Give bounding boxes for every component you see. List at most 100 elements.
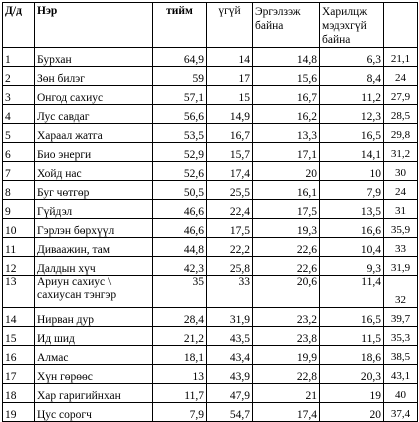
row-name: Цус сорогч xyxy=(34,402,153,422)
row-extra-value: 32 xyxy=(383,275,418,308)
row-doubt-value: 17,4 xyxy=(252,402,320,422)
table-row: 1 Бурхан 64,9 14 14,8 6,3 21,1 xyxy=(2,47,418,67)
row-doubt-value: 22,6 xyxy=(252,237,320,257)
row-dont-know-value: 10,4 xyxy=(319,237,384,257)
table-row: 13 Ариун сахиус \ сахиусан тэнгэр 35 33 20,6… xyxy=(2,275,418,308)
row-extra-value: 21,1 xyxy=(383,47,418,67)
row-dont-know-value: 16,6 xyxy=(319,218,384,238)
row-doubt-value: 22,6 xyxy=(252,256,320,276)
row-doubt-value: 16,7 xyxy=(252,85,320,105)
row-extra-value: 27,9 xyxy=(383,85,418,105)
row-no-value: 15 xyxy=(206,85,253,105)
table-row: 3 Онгод сахиус 57,1 15 16,7 11,2 27,9 xyxy=(2,85,418,105)
table-row: 10 Гэрлэн бөрхүүл 46,6 17,5 19,3 16,6 35,9 xyxy=(2,218,418,238)
row-no-value: 25,8 xyxy=(206,256,253,276)
row-yes-value: 53,5 xyxy=(152,123,207,143)
table-row: 6 Био энерги 52,9 15,7 17,1 14,1 31,2 xyxy=(2,142,418,162)
row-dont-know-value: 8,4 xyxy=(319,66,384,86)
row-number: 6 xyxy=(2,142,35,162)
row-yes-value: 7,9 xyxy=(152,402,207,422)
table-row: 16 Алмас 18,1 43,4 19,9 18,6 38,5 xyxy=(2,345,418,365)
row-name: Онгод сахиус xyxy=(34,85,153,105)
table-body: 1 Бурхан 64,9 14 14,8 6,3 21,1 2 Зөн билэг 59 17 15… xyxy=(2,47,418,422)
row-yes-value: 57,1 xyxy=(152,85,207,105)
row-yes-value: 56,6 xyxy=(152,104,207,124)
row-extra-value: 38,5 xyxy=(383,345,418,365)
row-dont-know-value: 18,6 xyxy=(319,345,384,365)
row-doubt-value: 21 xyxy=(252,383,320,403)
table-row: 4 Лус савдаг 56,6 14,9 16,2 12,3 28,5 xyxy=(2,104,418,124)
row-no-value: 43,9 xyxy=(206,364,253,384)
header-name: Нэр xyxy=(34,2,153,48)
row-number: 16 xyxy=(2,345,35,365)
row-number: 15 xyxy=(2,326,35,346)
row-number: 3 xyxy=(2,85,35,105)
header-number: Д/д xyxy=(2,2,35,48)
row-doubt-value: 14,8 xyxy=(252,47,320,67)
row-doubt-value: 22,8 xyxy=(252,364,320,384)
row-extra-value: 43,1 xyxy=(383,364,418,384)
row-doubt-value: 13,3 xyxy=(252,123,320,143)
row-dont-know-value: 16,5 xyxy=(319,123,384,143)
row-number: 9 xyxy=(2,199,35,219)
table-row: 7 Хойд нас 52,6 17,4 20 10 30 xyxy=(2,161,418,181)
row-doubt-value: 15,6 xyxy=(252,66,320,86)
row-name: Зөн билэг xyxy=(34,66,153,86)
row-name: Ид шид xyxy=(34,326,153,346)
row-dont-know-value: 9,3 xyxy=(319,256,384,276)
row-doubt-value: 17,1 xyxy=(252,142,320,162)
row-yes-value: 44,8 xyxy=(152,237,207,257)
row-doubt-value: 23,2 xyxy=(252,307,320,327)
header-doubt: Эргэлзэж байна xyxy=(252,2,320,48)
row-dont-know-value: 20 xyxy=(319,402,384,422)
row-yes-value: 18,1 xyxy=(152,345,207,365)
row-no-value: 15,7 xyxy=(206,142,253,162)
row-yes-value: 46,6 xyxy=(152,199,207,219)
header-yes: тийм xyxy=(152,2,207,48)
row-extra-value: 35,3 xyxy=(383,326,418,346)
row-doubt-value: 17,5 xyxy=(252,199,320,219)
row-name: Нирван дур xyxy=(34,307,153,327)
row-dont-know-value: 20,3 xyxy=(319,364,384,384)
row-doubt-value: 20,6 xyxy=(252,275,320,308)
row-yes-value: 11,7 xyxy=(152,383,207,403)
row-number: 7 xyxy=(2,161,35,181)
row-name: Хар гаригийнхан xyxy=(34,383,153,403)
row-dont-know-value: 19 xyxy=(319,383,384,403)
row-dont-know-value: 7,9 xyxy=(319,180,384,200)
row-dont-know-value: 11,5 xyxy=(319,326,384,346)
table-row: 9 Гүйдэл 46,6 22,4 17,5 13,5 31 xyxy=(2,199,418,219)
row-yes-value: 35 xyxy=(152,275,207,308)
row-extra-value: 31,9 xyxy=(383,256,418,276)
row-number: 8 xyxy=(2,180,35,200)
table-row: 18 Хар гаригийнхан 11,7 47,9 21 19 40 xyxy=(2,383,418,403)
row-dont-know-value: 13,5 xyxy=(319,199,384,219)
row-number: 12 xyxy=(2,256,35,276)
row-extra-value: 28,5 xyxy=(383,104,418,124)
row-extra-value: 30 xyxy=(383,161,418,181)
row-extra-value: 35,9 xyxy=(383,218,418,238)
row-name: Буг чөтгөр xyxy=(34,180,153,200)
row-number: 5 xyxy=(2,123,35,143)
row-no-value: 22,4 xyxy=(206,199,253,219)
row-yes-value: 13 xyxy=(152,364,207,384)
row-no-value: 43,5 xyxy=(206,326,253,346)
row-dont-know-value: 12,3 xyxy=(319,104,384,124)
table-row: 11 Диваажин, там 44,8 22,2 22,6 10,4 33 xyxy=(2,237,418,257)
row-number: 4 xyxy=(2,104,35,124)
row-number: 2 xyxy=(2,66,35,86)
row-extra-value: 37,4 xyxy=(383,402,418,422)
row-dont-know-value: 14,1 xyxy=(319,142,384,162)
row-number: 11 xyxy=(2,237,35,257)
row-no-value: 25,5 xyxy=(206,180,253,200)
row-yes-value: 52,9 xyxy=(152,142,207,162)
table-row: 15 Ид шид 21,2 43,5 23,8 11,5 35,3 xyxy=(2,326,418,346)
row-dont-know-value: 6,3 xyxy=(319,47,384,67)
row-number: 14 xyxy=(2,307,35,327)
row-yes-value: 28,4 xyxy=(152,307,207,327)
row-number: 19 xyxy=(2,402,35,422)
row-number: 10 xyxy=(2,218,35,238)
row-yes-value: 46,6 xyxy=(152,218,207,238)
